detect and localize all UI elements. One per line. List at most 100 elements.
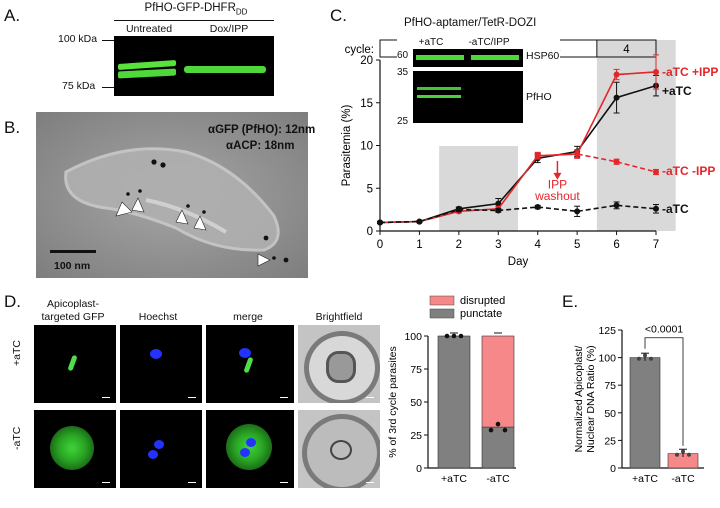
washout-label-1: IPP (548, 177, 567, 191)
data-point (653, 169, 659, 176)
data-point (653, 205, 659, 212)
y-tick-label: 0 (367, 226, 373, 238)
cycle-label: cycle: (345, 44, 374, 56)
marker-35: 35 (397, 67, 409, 78)
series-label-matc-mipp: -aTC -IPP (662, 164, 715, 178)
significance-bracket (644, 337, 684, 446)
cycle-number: 4 (623, 44, 630, 56)
replicate-point (502, 427, 508, 433)
x-tick-label: 2 (456, 239, 462, 251)
data-point (534, 152, 541, 159)
em-gold-label-2: αACP: 18nm (226, 140, 295, 152)
micrograph-merge-matc (206, 410, 294, 488)
construct-label: PfHO-GFP-DHFR (144, 2, 236, 14)
em-gold-label-1: αGFP (PfHO): 12nm (208, 124, 316, 136)
panel-a-letter: A. (4, 6, 21, 25)
marker-75kda: 75 kDa (62, 80, 96, 92)
data-point (613, 202, 620, 209)
scale-bar (188, 397, 196, 398)
micrograph-gfp-patc (34, 325, 116, 403)
chart-axes: 0 5 10 15 20 0 1 2 3 4 5 6 7 Day Parasitemia (%) (341, 55, 659, 268)
nucleus-signal (148, 450, 158, 459)
col-header-hoechst: Hoechst (138, 311, 178, 323)
x-tick-label: 4 (535, 239, 542, 251)
micrograph-hoechst-matc (120, 410, 202, 488)
bar-segment (437, 335, 471, 469)
chart-axes: 0 25 50 75 100 % of 3rd cycle parasites +aTC -a… (387, 331, 516, 485)
marker-100kda: 100 kDa (58, 33, 98, 45)
x-tick-label: 5 (574, 239, 580, 251)
western-blot-a (114, 36, 274, 96)
inset-blot: +aTC -aTC/IPP HSP60 PfHO 60 35 25 (397, 36, 560, 146)
x-tick-label: 6 (613, 239, 619, 251)
replicate-point (488, 427, 494, 433)
inset-lane-matc-ipp: -aTC/IPP (468, 37, 510, 48)
micrograph-merge-patc (206, 325, 294, 403)
dna-ratio-bar-chart: 0 25 50 75 100 125 Normalized Apicoplast/Nucle… (574, 324, 704, 485)
x-axis-label: Day (508, 256, 529, 268)
micrograph-brightfield-matc (298, 410, 380, 488)
marker-tick (102, 87, 114, 88)
blot-band (184, 66, 266, 73)
chart-bars: <0.0001 (629, 324, 699, 469)
series-line (537, 153, 657, 173)
series-line (379, 204, 657, 224)
hsp60-blot (413, 49, 523, 67)
cycle-shade (596, 40, 676, 231)
data-point (455, 206, 462, 213)
y-tick-label: 50 (604, 408, 616, 420)
data-point (574, 151, 581, 158)
panel-b-letter: B. (4, 118, 21, 137)
y-axis-label: Parasitemia (%) (341, 104, 353, 186)
construct-subscript: DD (235, 7, 248, 17)
micrograph-brightfield-patc (298, 325, 380, 403)
em-micrograph (36, 112, 308, 278)
em-image (36, 112, 308, 278)
scale-bar (366, 482, 374, 483)
blot-band (417, 95, 461, 98)
scale-bar (102, 482, 110, 483)
y-tick-label: 5 (367, 183, 373, 195)
panel-c-letter: C. (330, 6, 347, 25)
blot-band (118, 68, 176, 79)
blot-band (417, 87, 461, 90)
y-tick-label: 50 (410, 397, 422, 409)
y-axis-label: % of 3rd cycle parasites (387, 346, 399, 457)
replicate-point (637, 356, 641, 361)
data-point (613, 94, 620, 101)
data-point (613, 158, 620, 165)
y-tick-label: 75 (410, 364, 422, 376)
data-point (377, 219, 383, 226)
legend-swatch (429, 308, 455, 319)
series-label-patc: +aTC (662, 84, 692, 98)
row-label-plus-atc: +aTC (11, 340, 23, 366)
bar-segment (481, 426, 515, 469)
series-line (379, 71, 657, 224)
data-point (574, 208, 581, 215)
data-point (495, 200, 502, 207)
nucleus-signal (150, 349, 162, 359)
bar-segment (481, 335, 515, 428)
panel-c-title: PfHO-aptamer/TetR-DOZI (404, 17, 537, 29)
scale-bar (280, 482, 288, 483)
x-tick-label: +aTC (632, 473, 658, 485)
inset-lane-patc: +aTC (418, 37, 444, 48)
y-axis-label-line2: Nuclear DNA Ratio (%) (585, 345, 597, 452)
bar (629, 357, 661, 469)
lane-untreated: Untreated (125, 23, 173, 35)
x-tick-label: 7 (653, 239, 659, 251)
diffuse-gfp-signal (50, 426, 94, 470)
replicate-point (681, 449, 685, 454)
replicate-point (444, 333, 450, 339)
pfho-label: PfHO (526, 91, 552, 103)
series-label-matc: -aTC (662, 202, 689, 216)
construct-underline (114, 20, 274, 21)
y-tick-label: 25 (410, 430, 422, 442)
y-tick-label: 75 (604, 380, 616, 392)
marker-60: 60 (397, 50, 409, 61)
data-point (416, 218, 423, 225)
replicate-point (458, 333, 464, 339)
scale-bar-label: 100 nm (54, 260, 91, 272)
